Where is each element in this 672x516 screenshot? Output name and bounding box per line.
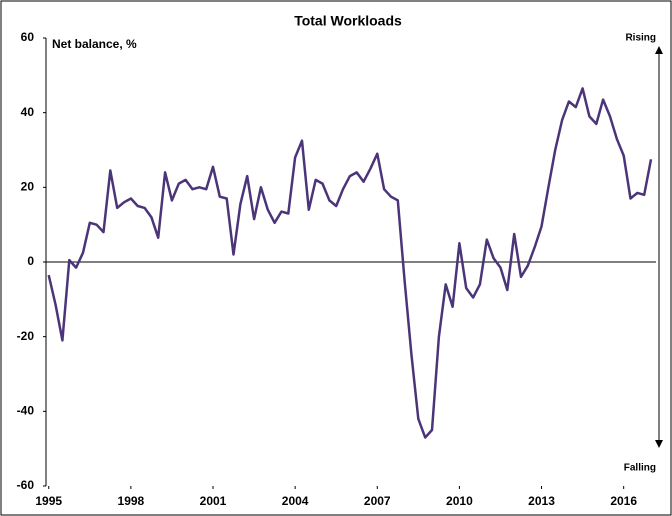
- x-tick-label: 1998: [118, 494, 145, 508]
- y-tick-label: -20: [17, 329, 35, 343]
- x-tick-label: 2004: [282, 494, 309, 508]
- annotation: Falling: [624, 463, 656, 474]
- x-tick-label: 2013: [528, 494, 555, 508]
- y-tick-label: -60: [17, 478, 35, 492]
- y-tick-label: 60: [21, 30, 35, 44]
- x-tick-label: 2007: [364, 494, 391, 508]
- x-tick-label: 2016: [610, 494, 637, 508]
- y-tick-label: -40: [17, 404, 35, 418]
- data-line: [47, 87, 653, 439]
- y-tick-label: 0: [27, 254, 34, 268]
- x-tick-label: 2010: [446, 494, 473, 508]
- annotation: Rising: [625, 33, 656, 44]
- y-tick-label: 40: [21, 105, 35, 119]
- x-tick-label: 2001: [200, 494, 227, 508]
- y-axis-label: Net balance, %: [52, 37, 137, 51]
- chart-title: Total Workloads: [294, 13, 402, 29]
- x-tick-label: 1995: [35, 494, 62, 508]
- y-tick-label: 20: [21, 180, 35, 194]
